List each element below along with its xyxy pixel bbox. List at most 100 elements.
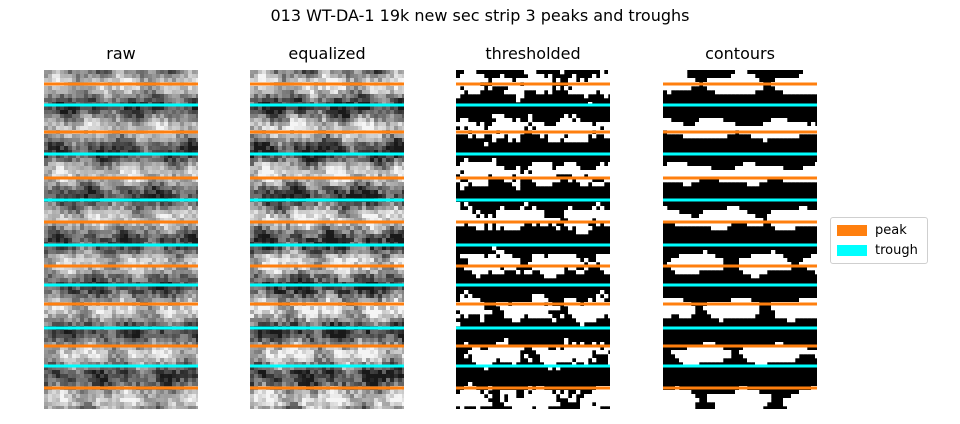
- pixel-cell: [168, 354, 173, 359]
- pixel-cell: [124, 142, 129, 147]
- pixel-cell: [274, 154, 279, 159]
- pixel-cell: [366, 150, 371, 155]
- pixel-cell: [196, 362, 198, 367]
- pixel-cell: [156, 370, 161, 375]
- pixel-cell: [274, 86, 279, 91]
- pixel-cell: [374, 186, 379, 191]
- pixel-cell: [362, 166, 367, 171]
- pixel-cell: [286, 158, 291, 163]
- pixel-cell: [290, 146, 295, 151]
- pixel-cell: [164, 182, 169, 187]
- pixel-cell: [168, 218, 173, 223]
- pixel-cell: [88, 90, 93, 95]
- pixel-cell: [378, 150, 383, 155]
- pixel-cell: [64, 226, 69, 231]
- pixel-cell: [100, 134, 105, 139]
- pixel-cell: [140, 266, 145, 271]
- pixel-cell: [92, 230, 97, 235]
- pixel-cell: [390, 150, 395, 155]
- pixel-cell: [80, 226, 85, 231]
- pixel-cell: [270, 158, 275, 163]
- pixel-cell: [298, 94, 303, 99]
- pixel-cell: [314, 134, 319, 139]
- pixel-cell: [52, 286, 57, 291]
- pixel-cell: [144, 214, 149, 219]
- pixel-cell: [84, 178, 89, 183]
- pixel-cell: [88, 262, 93, 267]
- pixel-cell: [76, 146, 81, 151]
- pixel-cell: [128, 334, 133, 339]
- pixel-cell: [172, 314, 177, 319]
- pixel-cell: [48, 290, 53, 295]
- pixel-cell: [116, 166, 121, 171]
- pixel-cell: [390, 70, 395, 75]
- pixel-cell: [132, 122, 137, 127]
- pixel-cell: [196, 330, 198, 335]
- pixel-cell: [172, 74, 177, 79]
- pixel-cell: [116, 194, 121, 199]
- pixel-cell: [402, 178, 404, 183]
- pixel-cell: [394, 106, 399, 111]
- pixel-cell: [44, 338, 49, 343]
- pixel-cell: [278, 110, 283, 115]
- pixel-cell: [52, 126, 57, 131]
- pixel-cell: [96, 370, 101, 375]
- pixel-cell: [72, 78, 77, 83]
- pixel-cell: [358, 158, 363, 163]
- pixel-cell: [144, 378, 149, 383]
- pixel-cell: [258, 190, 263, 195]
- pixel-cell: [160, 78, 165, 83]
- pixel-cell: [286, 230, 291, 235]
- pixel-cell: [172, 390, 177, 395]
- pixel-cell: [108, 270, 113, 275]
- pixel-cell: [104, 406, 109, 409]
- pixel-cell: [278, 194, 283, 199]
- pixel-cell: [278, 138, 283, 143]
- pixel-cell: [68, 178, 73, 183]
- raw-image: [44, 70, 198, 409]
- pixel-cell: [362, 158, 367, 163]
- pixel-cell: [302, 162, 307, 167]
- pixel-cell: [48, 294, 53, 299]
- pixel-cell: [342, 182, 347, 187]
- pixel-cell: [112, 310, 117, 315]
- pixel-cell: [44, 406, 49, 409]
- pixel-cell: [330, 194, 335, 199]
- pixel-cell: [96, 194, 101, 199]
- pixel-cell: [56, 138, 61, 143]
- pixel-cell: [160, 246, 165, 251]
- pixel-cell: [56, 94, 61, 99]
- pixel-cell: [120, 70, 125, 75]
- pixel-cell: [342, 222, 347, 227]
- pixel-cell: [84, 138, 89, 143]
- pixel-cell: [334, 174, 339, 179]
- pixel-cell: [398, 214, 403, 219]
- pixel-cell: [318, 94, 323, 99]
- pixel-cell: [196, 90, 198, 95]
- pixel-cell: [68, 94, 73, 99]
- pixel-cell: [188, 330, 193, 335]
- pixel-cell: [48, 150, 53, 155]
- pixel-cell: [136, 342, 141, 347]
- pixel-cell: [346, 90, 351, 95]
- pixel-cell: [274, 218, 279, 223]
- pixel-cell: [176, 150, 181, 155]
- pixel-cell: [402, 78, 404, 83]
- pixel-cell: [318, 234, 323, 239]
- pixel-cell: [92, 310, 97, 315]
- pixel-cell: [128, 210, 133, 215]
- pixel-cell: [326, 226, 331, 231]
- pixel-cell: [168, 202, 173, 207]
- pixel-cell: [48, 330, 53, 335]
- pixel-cell: [278, 158, 283, 163]
- pixel-cell: [358, 122, 363, 127]
- pixel-cell: [100, 250, 105, 255]
- pixel-cell: [306, 162, 311, 167]
- pixel-cell: [56, 230, 61, 235]
- pixel-cell: [282, 134, 287, 139]
- pixel-cell: [180, 250, 185, 255]
- pixel-cell: [148, 182, 153, 187]
- pixel-cell: [144, 370, 149, 375]
- pixel-cell: [314, 214, 319, 219]
- pixel-cell: [164, 342, 169, 347]
